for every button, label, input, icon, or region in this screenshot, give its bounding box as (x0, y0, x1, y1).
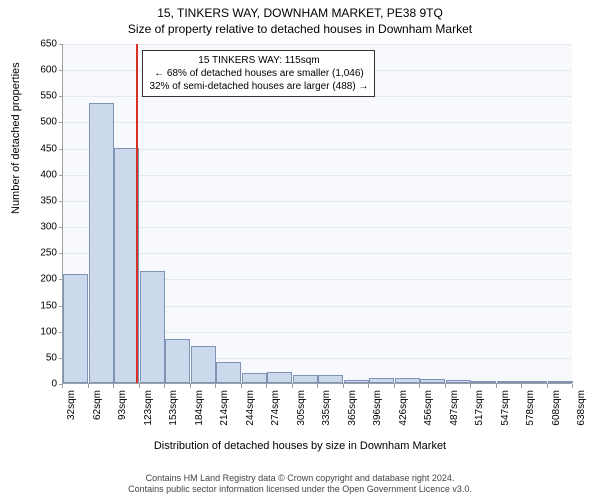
histogram-bar (165, 339, 190, 383)
grid-line (63, 201, 572, 202)
histogram-bar (548, 381, 573, 383)
x-tick-mark (496, 384, 497, 388)
y-tick-mark (59, 253, 63, 254)
histogram-bar (522, 381, 547, 383)
x-tick-mark (394, 384, 395, 388)
x-tick-mark (215, 384, 216, 388)
y-axis-label: Number of detached properties (10, 62, 22, 214)
callout-line: 15 TINKERS WAY: 115sqm (149, 54, 368, 67)
histogram-bar (344, 380, 369, 383)
x-tick-mark (113, 384, 114, 388)
histogram-bar (63, 274, 88, 383)
y-tick-label: 200 (17, 274, 57, 285)
histogram-bar (471, 381, 496, 383)
footer-line2: Contains public sector information licen… (0, 484, 600, 496)
histogram-bar (369, 378, 394, 383)
histogram-bar (318, 375, 343, 383)
chart-area: 15 TINKERS WAY: 115sqm← 68% of detached … (62, 44, 572, 384)
x-tick-mark (317, 384, 318, 388)
x-tick-mark (445, 384, 446, 388)
grid-line (63, 175, 572, 176)
grid-line (63, 149, 572, 150)
x-tick-mark (88, 384, 89, 388)
callout-line: ← 68% of detached houses are smaller (1,… (149, 67, 368, 80)
reference-marker (136, 44, 138, 383)
x-tick-mark (266, 384, 267, 388)
histogram-bar (89, 103, 114, 383)
callout-box: 15 TINKERS WAY: 115sqm← 68% of detached … (142, 50, 375, 97)
histogram-bar (140, 271, 165, 383)
x-tick-mark (547, 384, 548, 388)
y-tick-label: 600 (17, 65, 57, 76)
y-tick-label: 250 (17, 248, 57, 259)
histogram-bar (242, 373, 267, 383)
y-tick-label: 450 (17, 143, 57, 154)
y-tick-label: 300 (17, 222, 57, 233)
x-tick-mark (572, 384, 573, 388)
y-tick-label: 50 (17, 352, 57, 363)
y-tick-mark (59, 96, 63, 97)
x-tick-mark (419, 384, 420, 388)
x-tick-mark (190, 384, 191, 388)
histogram-bar (420, 379, 445, 383)
grid-line (63, 122, 572, 123)
histogram-bar (216, 362, 241, 383)
x-tick-mark (470, 384, 471, 388)
y-tick-mark (59, 44, 63, 45)
y-tick-mark (59, 201, 63, 202)
title-address: 15, TINKERS WAY, DOWNHAM MARKET, PE38 9T… (0, 0, 600, 20)
histogram-bar (267, 372, 292, 384)
y-tick-mark (59, 175, 63, 176)
y-tick-mark (59, 122, 63, 123)
histogram-bar (395, 378, 420, 383)
y-tick-label: 150 (17, 300, 57, 311)
x-tick-mark (343, 384, 344, 388)
y-tick-label: 100 (17, 326, 57, 337)
footer-line1: Contains HM Land Registry data © Crown c… (0, 473, 600, 485)
plot-area: 15 TINKERS WAY: 115sqm← 68% of detached … (62, 44, 572, 384)
histogram-bar (497, 381, 522, 383)
x-tick-mark (241, 384, 242, 388)
y-tick-mark (59, 70, 63, 71)
y-tick-label: 350 (17, 195, 57, 206)
histogram-bar (446, 380, 471, 383)
y-tick-mark (59, 227, 63, 228)
footer: Contains HM Land Registry data © Crown c… (0, 473, 600, 496)
y-tick-label: 550 (17, 91, 57, 102)
histogram-bar (293, 375, 318, 383)
x-tick-mark (62, 384, 63, 388)
callout-line: 32% of semi-detached houses are larger (… (149, 80, 368, 93)
histogram-bar (191, 346, 216, 383)
y-tick-mark (59, 149, 63, 150)
x-axis-label: Distribution of detached houses by size … (0, 440, 600, 452)
title-subtitle: Size of property relative to detached ho… (0, 20, 600, 36)
x-tick-mark (521, 384, 522, 388)
y-tick-label: 0 (17, 379, 57, 390)
y-tick-label: 650 (17, 39, 57, 50)
chart-container: 15, TINKERS WAY, DOWNHAM MARKET, PE38 9T… (0, 0, 600, 500)
grid-line (63, 44, 572, 45)
grid-line (63, 227, 572, 228)
grid-line (63, 253, 572, 254)
x-tick-mark (164, 384, 165, 388)
y-tick-label: 500 (17, 117, 57, 128)
y-tick-label: 400 (17, 169, 57, 180)
x-tick-mark (368, 384, 369, 388)
x-tick-mark (292, 384, 293, 388)
x-tick-mark (139, 384, 140, 388)
